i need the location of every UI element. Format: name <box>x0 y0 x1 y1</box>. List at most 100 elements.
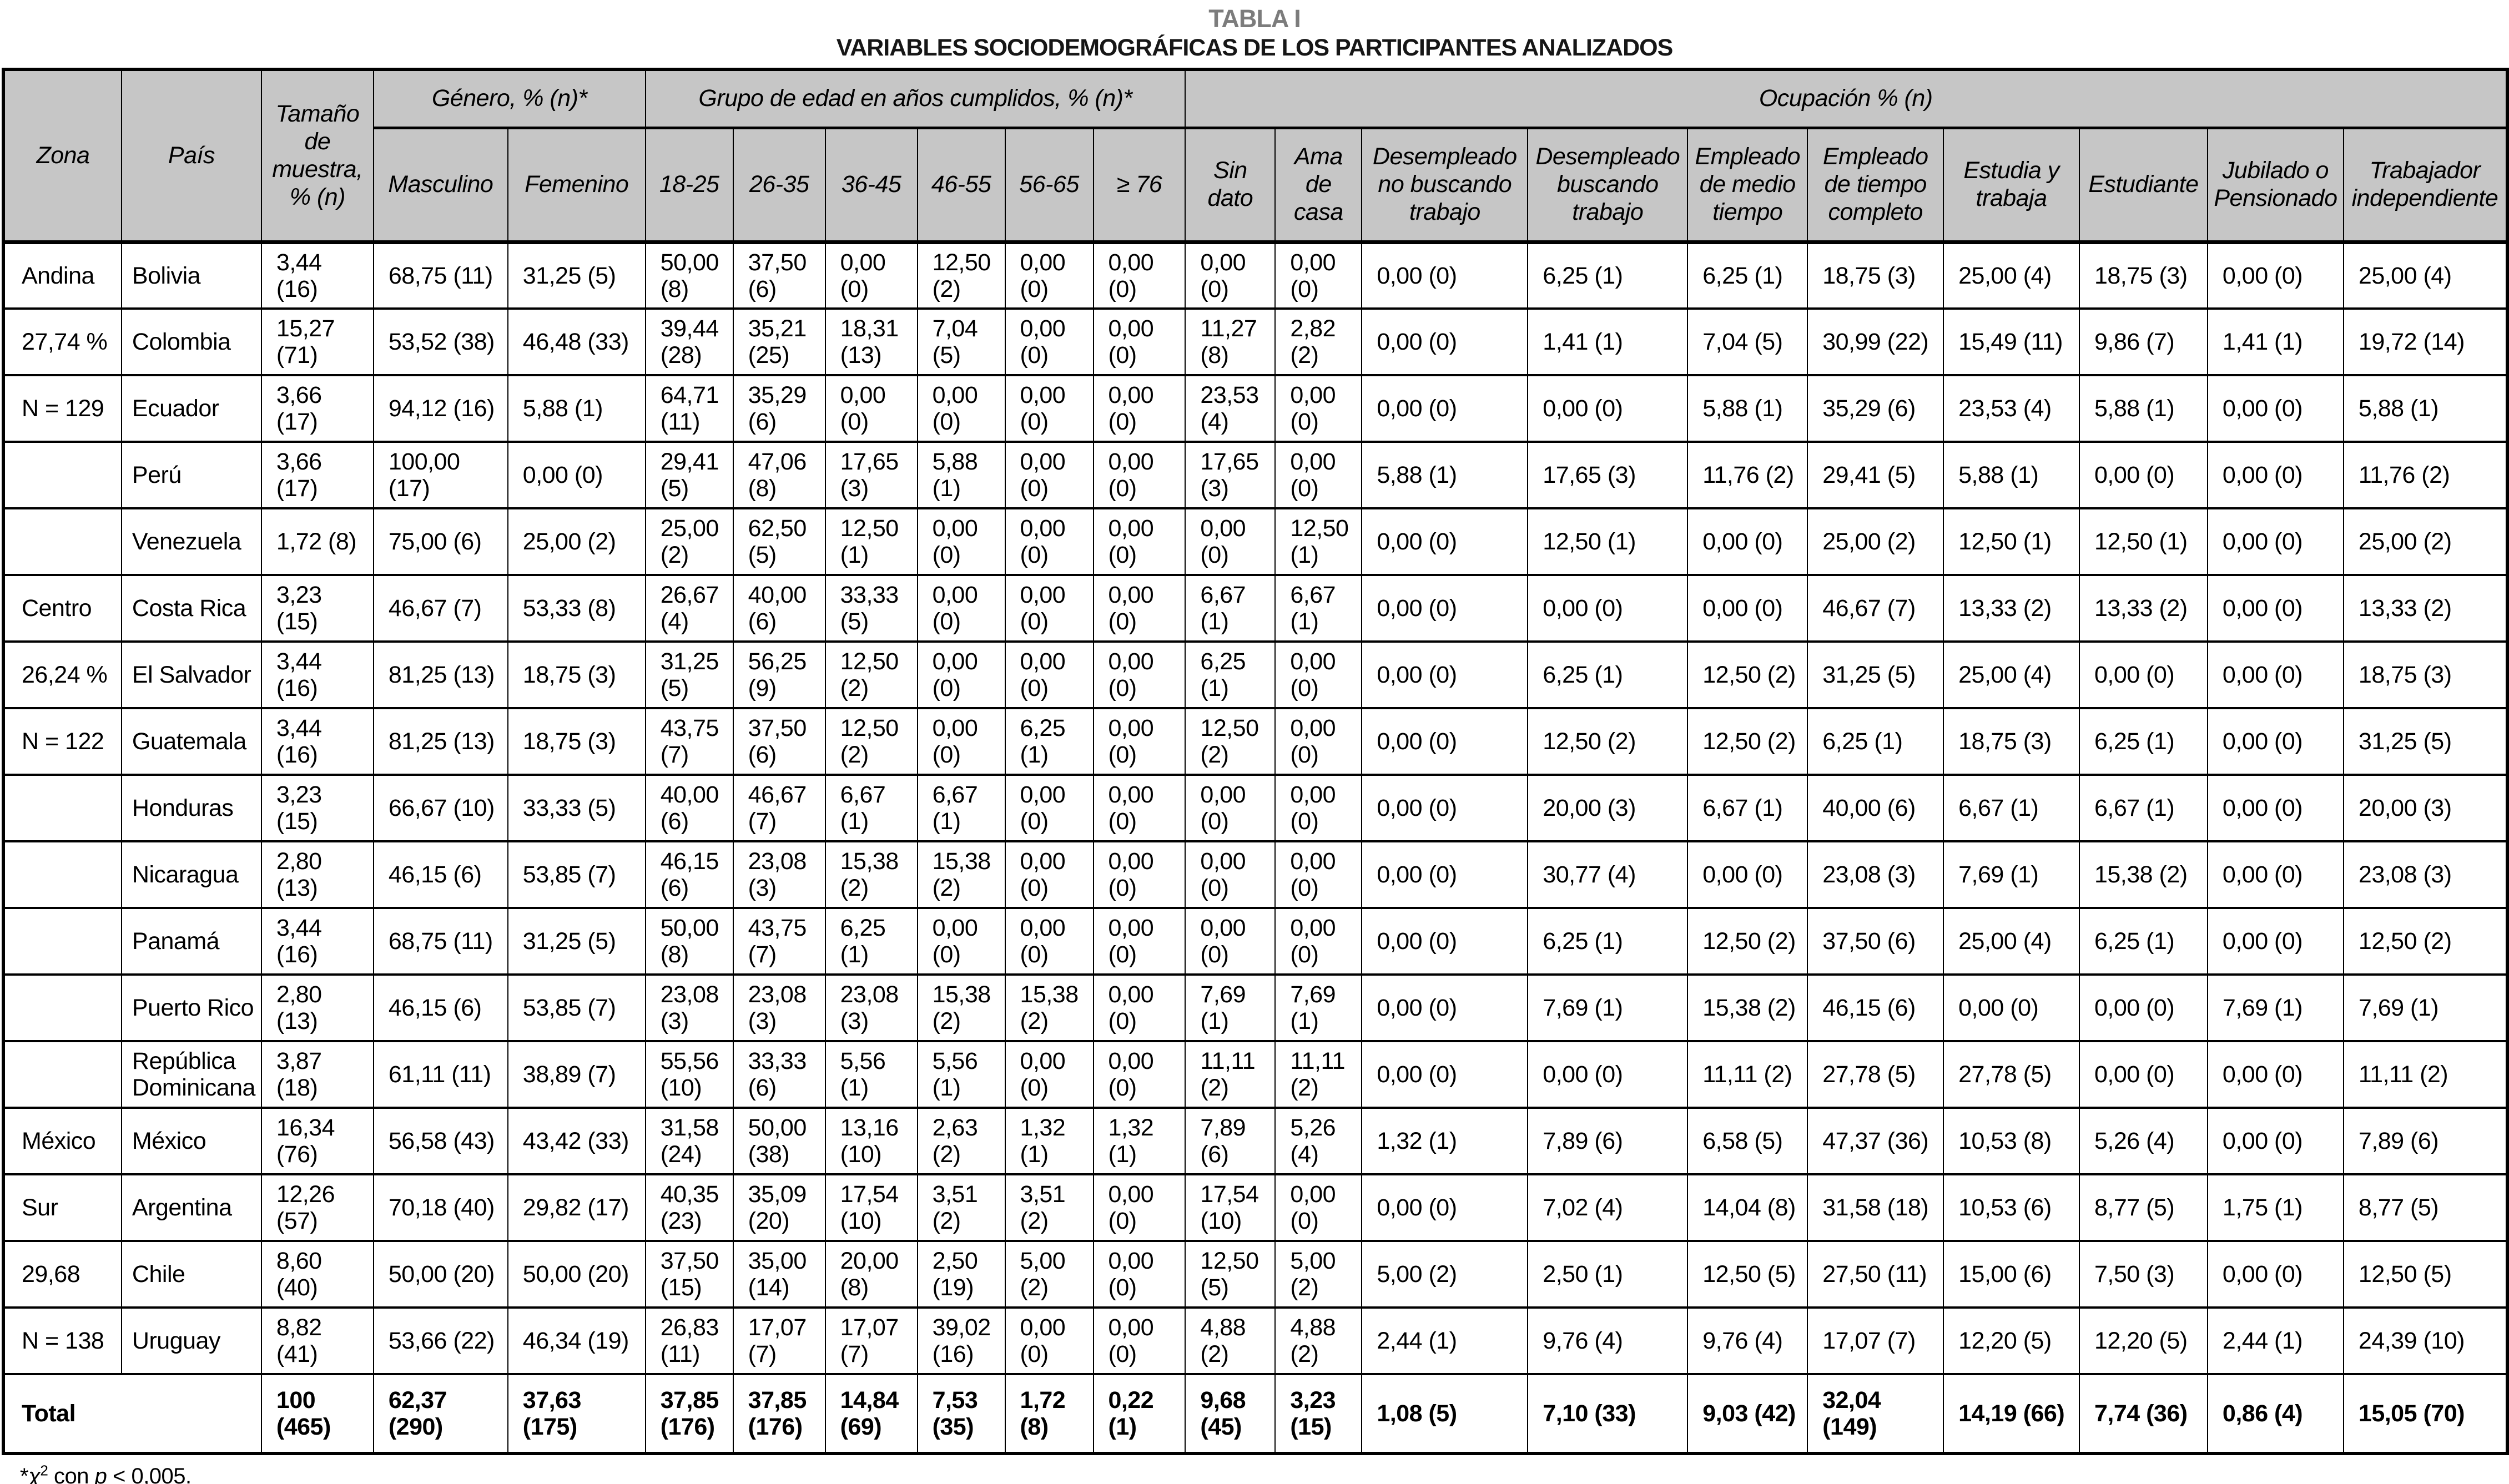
value-cell: 19,72 (14) <box>2342 307 2508 377</box>
pais-cell: Bolivia <box>120 241 262 310</box>
value-cell: 0,00 (0) <box>2078 1040 2208 1109</box>
value-cell: 53,85 (7) <box>507 840 646 910</box>
value-cell: 0,00 (0) <box>1361 973 1529 1043</box>
value-cell: 25,00 (4) <box>1943 640 2080 710</box>
value-cell: 0,00 (0) <box>1361 1173 1529 1243</box>
value-cell: 35,29 (6) <box>1807 374 1944 443</box>
value-cell: 13,33 (2) <box>2078 574 2208 643</box>
value-cell: 29,41 (5) <box>1807 441 1944 510</box>
value-cell: 7,53 (35) <box>916 1373 1006 1456</box>
value-cell: 23,53 (4) <box>1185 374 1276 443</box>
value-cell: 0,00 (0) <box>1185 507 1276 577</box>
col-header-jubilado-pensionado: Jubilado o Pensionado <box>2206 127 2344 244</box>
value-cell: 7,04 (5) <box>916 307 1006 377</box>
col-header-edad-46-55: 46-55 <box>916 127 1006 244</box>
value-cell: 31,25 (5) <box>2342 707 2508 776</box>
total-label-cell: Total <box>3 1373 262 1456</box>
col-header-zona: Zona <box>3 69 122 244</box>
col-header-tamano: Tamaño de muestra, % (n) <box>260 69 374 244</box>
value-cell: 1,32 (1) <box>1361 1107 1529 1176</box>
pais-cell: Chile <box>120 1240 262 1309</box>
col-header-edad-18-25: 18-25 <box>644 127 734 244</box>
value-cell: 0,00 (0) <box>1092 707 1186 776</box>
value-cell: 9,76 (4) <box>1527 1306 1689 1376</box>
value-cell: 12,50 (2) <box>916 241 1006 310</box>
value-cell: 4,88 (2) <box>1185 1306 1276 1376</box>
value-cell: 33,33 (6) <box>732 1040 826 1109</box>
value-cell: 2,80 (13) <box>260 840 374 910</box>
value-cell: 0,00 (0) <box>1004 774 1094 843</box>
value-cell: 0,00 (0) <box>1274 441 1363 510</box>
footnote-text: con <box>48 1464 95 1484</box>
value-cell: 6,25 (1) <box>1527 907 1689 976</box>
value-cell: 6,67 (1) <box>1687 774 1808 843</box>
value-cell: 0,00 (0) <box>1092 1240 1186 1309</box>
value-cell: 31,25 (5) <box>1807 640 1944 710</box>
value-cell: 16,34 (76) <box>260 1107 374 1176</box>
value-cell: 0,00 (0) <box>1274 707 1363 776</box>
value-cell: 0,00 (0) <box>1361 507 1529 577</box>
value-cell: 23,08 (3) <box>1807 840 1944 910</box>
value-cell: 8,77 (5) <box>2078 1173 2208 1243</box>
value-cell: 24,39 (10) <box>2342 1306 2508 1376</box>
value-cell: 7,69 (1) <box>1527 973 1689 1043</box>
value-cell: 31,25 (5) <box>507 907 646 976</box>
table-row: Honduras 3,23 (15) 66,67 (10) 33,33 (5) 40,0… <box>3 774 2508 843</box>
value-cell: 7,74 (36) <box>2078 1373 2208 1456</box>
value-cell: 81,25 (13) <box>372 640 508 710</box>
zona-cell <box>3 507 122 577</box>
value-cell: 14,04 (8) <box>1687 1173 1808 1243</box>
value-cell: 66,67 (10) <box>372 774 508 843</box>
value-cell: 1,08 (5) <box>1361 1373 1529 1456</box>
value-cell: 2,50 (1) <box>1527 1240 1689 1309</box>
value-cell: 0,00 (0) <box>1092 973 1186 1043</box>
value-cell: 4,88 (2) <box>1274 1306 1363 1376</box>
value-cell: 27,50 (11) <box>1807 1240 1944 1309</box>
pais-cell: México <box>120 1107 262 1176</box>
value-cell: 0,00 (0) <box>1092 307 1186 377</box>
value-cell: 20,00 (3) <box>1527 774 1689 843</box>
chi-square-footnote: *χ2 con p < 0,005. <box>20 1463 2509 1484</box>
value-cell: 35,00 (14) <box>732 1240 826 1309</box>
value-cell: 0,00 (0) <box>1092 840 1186 910</box>
table-row: 27,74 % Colombia 15,27 (71) 53,52 (38) 46,48… <box>3 307 2508 377</box>
col-group-ocupacion: Ocupación % (n) <box>1185 69 2508 129</box>
pais-cell: Perú <box>120 441 262 510</box>
value-cell: 2,44 (1) <box>1361 1306 1529 1376</box>
value-cell: 0,00 (0) <box>1687 840 1808 910</box>
value-cell: 9,86 (7) <box>2078 307 2208 377</box>
zona-cell: N = 138 <box>3 1306 122 1376</box>
value-cell: 43,75 (7) <box>644 707 734 776</box>
value-cell: 15,38 (2) <box>1687 973 1808 1043</box>
table-row: Puerto Rico 2,80 (13) 46,15 (6) 53,85 (7) 23… <box>3 973 2508 1043</box>
footnote-threshold: < 0,005. <box>107 1464 192 1484</box>
value-cell: 7,69 (1) <box>1943 840 2080 910</box>
col-header-sin-dato: Sin dato <box>1185 127 1276 244</box>
value-cell: 12,50 (5) <box>1185 1240 1276 1309</box>
value-cell: 46,48 (33) <box>507 307 646 377</box>
value-cell: 0,00 (0) <box>1004 374 1094 443</box>
value-cell: 5,88 (1) <box>2342 374 2508 443</box>
col-header-pais: País <box>120 69 262 244</box>
value-cell: 11,11 (2) <box>1185 1040 1276 1109</box>
value-cell: 8,60 (40) <box>260 1240 374 1309</box>
value-cell: 0,00 (0) <box>1004 840 1094 910</box>
col-header-trabajador-independiente: Trabajador independiente <box>2342 127 2508 244</box>
value-cell: 3,44 (16) <box>260 707 374 776</box>
value-cell: 8,82 (41) <box>260 1306 374 1376</box>
value-cell: 46,15 (6) <box>644 840 734 910</box>
value-cell: 0,22 (1) <box>1092 1373 1186 1456</box>
value-cell: 40,00 (6) <box>1807 774 1944 843</box>
col-header-estudia-y-trabaja: Estudia y trabaja <box>1943 127 2080 244</box>
value-cell: 0,00 (0) <box>1092 1173 1186 1243</box>
value-cell: 7,89 (6) <box>1527 1107 1689 1176</box>
value-cell: 0,00 (0) <box>1185 907 1276 976</box>
value-cell: 15,00 (6) <box>1943 1240 2080 1309</box>
value-cell: 0,00 (0) <box>916 507 1006 577</box>
zona-cell: México <box>3 1107 122 1176</box>
pais-cell: Puerto Rico <box>120 973 262 1043</box>
table-caption: TABLA I VARIABLES SOCIODEMOGRÁFICAS DE L… <box>0 6 2509 60</box>
col-header-edad-26-35: 26-35 <box>732 127 826 244</box>
value-cell: 5,00 (2) <box>1274 1240 1363 1309</box>
value-cell: 3,51 (2) <box>1004 1173 1094 1243</box>
